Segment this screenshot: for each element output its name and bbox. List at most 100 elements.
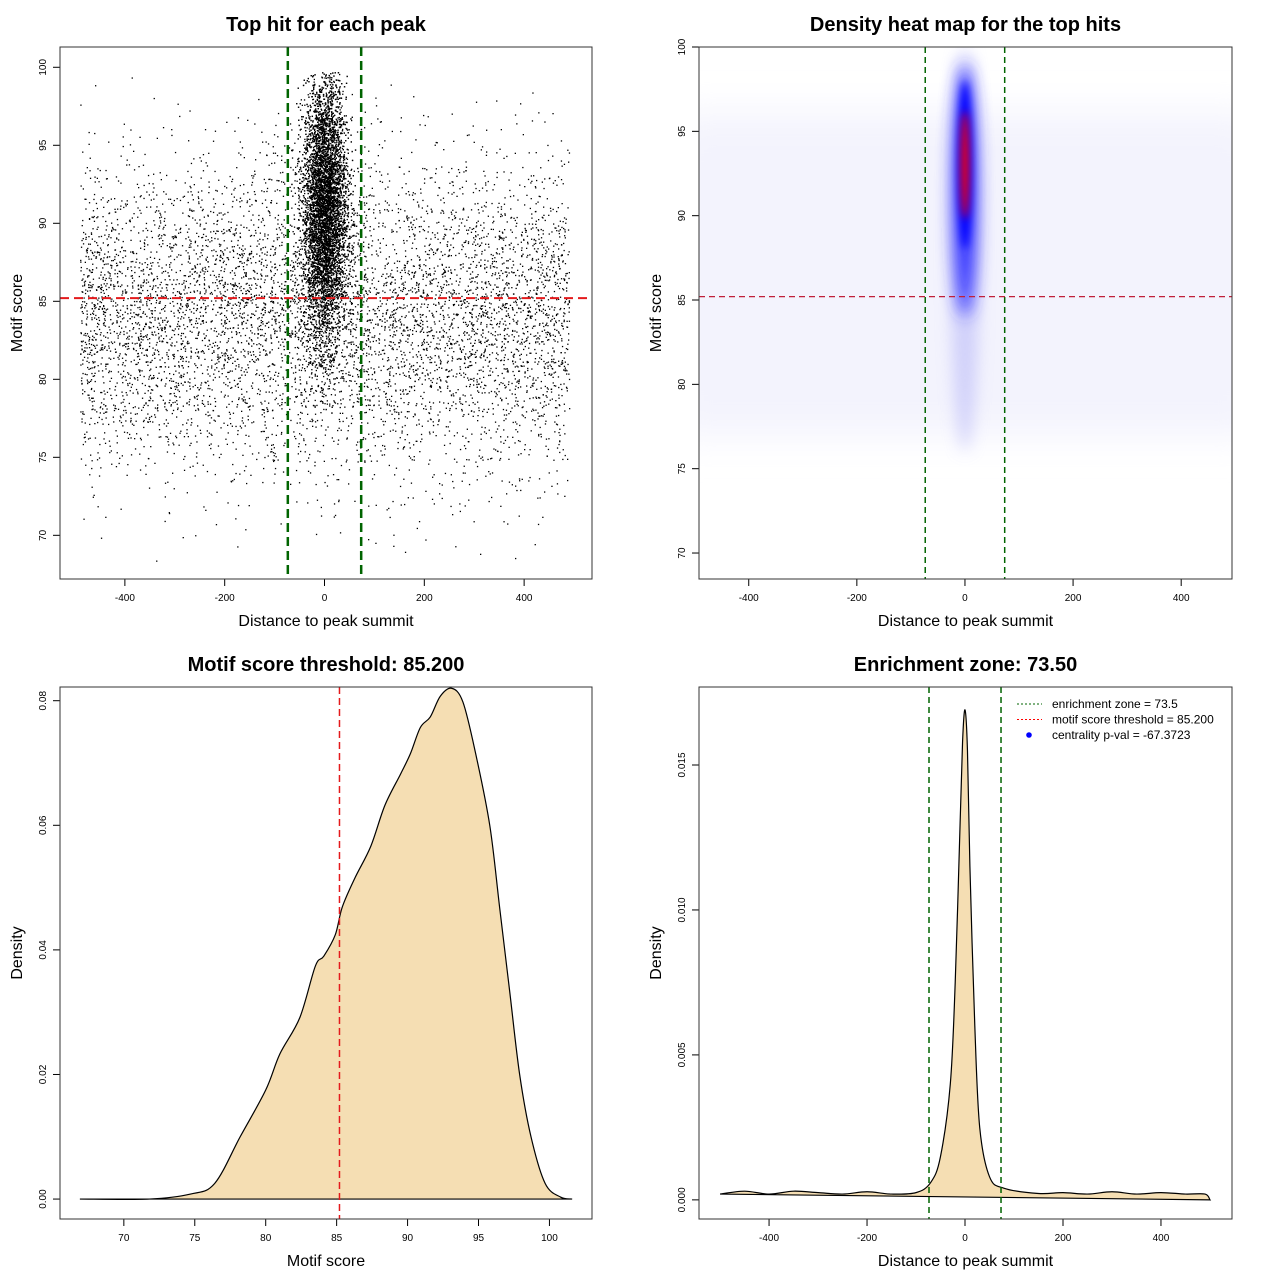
scatter-point — [408, 404, 409, 405]
scatter-point — [439, 419, 440, 420]
scatter-point — [150, 206, 151, 207]
scatter-point — [130, 221, 131, 222]
scatter-point — [536, 312, 537, 313]
scatter-point — [364, 382, 365, 383]
scatter-point — [452, 481, 453, 482]
scatter-point — [191, 269, 192, 270]
scatter-point — [130, 251, 131, 252]
scatter-point — [442, 310, 443, 311]
scatter-point — [290, 167, 291, 168]
scatter-point — [414, 288, 415, 289]
scatter-point — [131, 361, 132, 362]
scatter-point — [103, 314, 104, 315]
scatter-point — [543, 313, 544, 314]
scatter-point — [384, 454, 385, 455]
scatter-point — [555, 385, 556, 386]
scatter-point — [416, 441, 417, 442]
scatter-point — [305, 370, 306, 371]
scatter-point — [499, 300, 500, 301]
scatter-point — [449, 410, 450, 411]
scatter-point — [195, 410, 196, 411]
scatter-point — [189, 399, 190, 400]
scatter-point — [104, 348, 105, 349]
scatter-point — [273, 329, 274, 330]
scatter-point — [283, 378, 284, 379]
scatter-point — [244, 253, 245, 254]
scatter-point — [104, 293, 105, 294]
scatter-point — [154, 331, 155, 332]
scatter-point — [114, 389, 115, 390]
scatter-point — [236, 449, 237, 450]
scatter-point — [412, 195, 413, 196]
scatter-point — [404, 365, 405, 366]
scatter-point — [548, 317, 549, 318]
scatter-point — [464, 331, 465, 332]
scatter-point — [414, 325, 415, 326]
scatter-point — [413, 497, 414, 498]
scatter-point — [465, 353, 466, 354]
scatter-point — [348, 374, 349, 375]
scatter-point — [205, 269, 206, 270]
scatter-point — [158, 329, 159, 330]
scatter-point — [450, 408, 451, 409]
scatter-point — [348, 342, 349, 343]
scatter-point — [116, 466, 117, 467]
scatter-point — [176, 382, 177, 383]
scatter-point — [443, 287, 444, 288]
scatter-point — [439, 377, 440, 378]
scatter-point — [129, 434, 130, 435]
scatter-point — [233, 189, 234, 190]
scatter-point — [388, 386, 389, 387]
scatter-point — [200, 225, 201, 226]
scatter-point — [366, 215, 367, 216]
scatter-point — [142, 290, 143, 291]
scatter-point — [404, 265, 405, 266]
scatter-point — [478, 221, 479, 222]
scatter-point — [488, 331, 489, 332]
scatter-point — [230, 272, 231, 273]
scatter-point — [227, 385, 228, 386]
scatter-point — [204, 406, 205, 407]
scatter-point — [422, 168, 423, 169]
scatter-point — [264, 381, 265, 382]
scatter-point — [152, 262, 153, 263]
scatter-point — [454, 459, 455, 460]
scatter-point — [555, 341, 556, 342]
scatter-point — [223, 423, 224, 424]
scatter-point — [271, 325, 272, 326]
scatter-point — [564, 302, 565, 303]
scatter-point — [105, 326, 106, 327]
scatter-point — [479, 410, 480, 411]
scatter-point — [255, 232, 256, 233]
scatter-point — [379, 389, 380, 390]
scatter-point — [231, 481, 232, 482]
scatter-point — [268, 234, 269, 235]
scatter-point — [526, 411, 527, 412]
scatter-point — [527, 242, 528, 243]
scatter-point — [538, 434, 539, 435]
scatter-point — [359, 386, 360, 387]
scatter-point — [412, 342, 413, 343]
scatter-point — [253, 351, 254, 352]
scatter-point — [200, 291, 201, 292]
scatter-point — [145, 314, 146, 315]
scatter-point — [227, 248, 228, 249]
scatter-point — [204, 300, 205, 301]
scatter-point — [372, 396, 373, 397]
scatter-point — [155, 291, 156, 292]
scatter-point — [180, 375, 181, 376]
scatter-point — [184, 280, 185, 281]
scatter-point — [476, 226, 477, 227]
scatter-point — [528, 348, 529, 349]
scatter-point — [542, 245, 543, 246]
scatter-point — [518, 387, 519, 388]
scatter-point — [380, 408, 381, 409]
scatter-point — [261, 313, 262, 314]
scatter-point — [195, 535, 196, 536]
scatter-point — [552, 256, 553, 257]
scatter-point — [299, 365, 300, 366]
scatter-point — [391, 414, 392, 415]
scatter-point — [236, 232, 237, 233]
scatter-point — [450, 343, 451, 344]
scatter-point — [120, 416, 121, 417]
